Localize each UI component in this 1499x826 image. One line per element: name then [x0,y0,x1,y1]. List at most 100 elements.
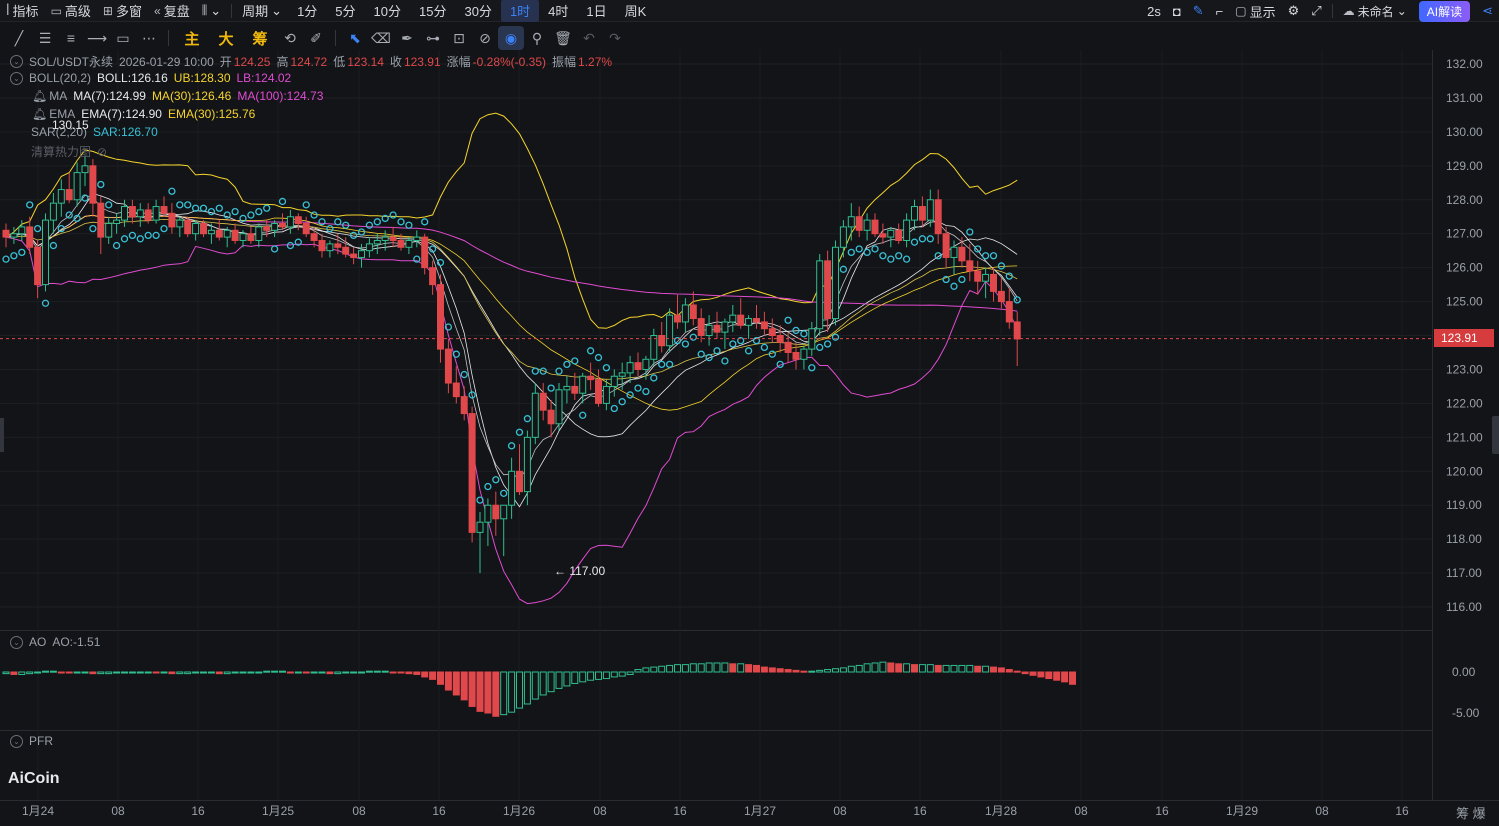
refresh-interval[interactable]: 2s [1147,3,1161,19]
ao-bar [903,663,911,673]
sar-dot [286,241,295,250]
ao-bar [310,671,318,674]
chip-button[interactable]: 筹 [252,30,268,48]
line-tool-icon[interactable]: ╱ [14,29,24,46]
chart-type-button[interactable]: ⫼ ⌄ [196,0,227,22]
advanced-button[interactable]: ▭ 高级 [45,0,97,22]
period-1w[interactable]: 周K [624,4,647,19]
sar-dot [33,224,42,233]
measure-icon[interactable]: ⊶ [426,29,440,46]
ao-bar [113,671,121,674]
collapse-icon[interactable]: ⌄ [10,734,23,748]
candle-body [381,236,389,241]
ao-bar [444,671,452,691]
ao-bar [950,664,958,673]
candle-body [879,233,887,238]
brush-icon[interactable]: ✐ [310,29,322,46]
candle-body [523,436,531,493]
replay-button[interactable]: «复盘 [148,0,196,22]
time-tick-label: 16 [1395,804,1409,818]
bottom-right-labels[interactable]: 筹 爆 [1456,806,1486,821]
list-icon[interactable]: ≡ [66,30,76,46]
ao-bar [547,671,555,693]
sar-dot [602,364,611,372]
sar-dot [168,187,176,195]
period-5m[interactable]: 5分 [335,4,356,19]
left-panel-handle[interactable] [0,418,4,452]
lock-icon[interactable]: ⊡ [453,29,465,46]
main-chart-button[interactable]: 主 [184,30,200,48]
price-tick-label: 120.00 [1446,464,1483,478]
share-icon[interactable]: ⋖ [1482,3,1493,18]
settings-icon[interactable]: ⚙ [1287,3,1300,18]
candle-body [89,165,97,204]
big-order-button[interactable]: 大 [218,30,234,48]
bell-icon[interactable]: 🔔︎ [32,89,48,103]
sar-dot [215,204,223,212]
bell-icon[interactable]: 🔔︎ [32,107,48,121]
annotation-icon[interactable]: ⌐ [1215,3,1224,19]
right-panel-handle[interactable] [1492,416,1499,454]
magnet-icon[interactable]: ◉ [498,26,524,50]
trash-icon[interactable]: 🗑 [554,29,572,46]
filter-icon[interactable]: ⚲ [531,29,543,46]
period-1h[interactable]: 1时 [500,0,540,22]
ao-bar [1037,671,1045,678]
sar-dot [895,252,903,260]
camera-icon[interactable]: ◘ [1172,3,1181,19]
ray-icon[interactable]: ⟶ [86,29,108,46]
indicators-button[interactable]: ꟾ 指标 [0,0,45,22]
period-1m[interactable]: 1分 [297,4,318,19]
ao-bar [500,671,508,716]
layout-dropdown[interactable]: ☁ 未命名 ⌄ [1337,0,1413,22]
ao-bar [1013,670,1021,673]
rectangle-icon[interactable]: ▭ [116,29,130,46]
advanced-label: 高级 [64,4,91,19]
display-button[interactable]: ▢ 显示 [1229,0,1281,22]
period-30m[interactable]: 30分 [464,4,492,19]
cursor-icon[interactable]: ⬉ [349,29,361,46]
candle-body [468,413,476,533]
ao-bar [800,670,808,673]
time-tick-label: 08 [833,804,847,818]
horizontal-lines-icon[interactable]: ☰ [38,29,52,46]
ao-bar [271,670,279,673]
pencil-icon[interactable]: ✎ [1192,3,1204,18]
hide-icon[interactable]: ⊘ [479,29,491,46]
period-dropdown[interactable]: 周期 ⌄ [236,0,288,22]
period-10m[interactable]: 10分 [373,4,401,19]
sar-dot [342,221,350,229]
period-4h[interactable]: 4时 [548,4,569,19]
sar-dot [863,248,871,257]
sar-dot [958,275,966,284]
more-icon[interactable]: ⋯ [142,29,156,46]
eraser-icon[interactable]: ⌫ [371,29,391,46]
ai-interpret-button[interactable]: AI解读 [1418,0,1471,22]
candle-body [824,260,832,320]
pen-icon[interactable]: ✒ [401,29,413,46]
candle-body [65,189,73,201]
multiwindow-button[interactable]: ⊞ 多窗 [97,0,148,22]
sar-dot [839,265,848,273]
ao-bar [160,671,168,674]
period-1d[interactable]: 1日 [586,4,607,19]
candle-body [484,504,492,523]
collapse-icon[interactable]: ⌄ [10,71,23,85]
period-15m[interactable]: 15分 [419,4,447,19]
high-marker: 130.15 [52,118,89,132]
candle-body [121,206,128,221]
ao-bar [768,667,776,673]
candle-body [73,172,81,201]
sar-dot [918,235,927,243]
fullscreen-icon[interactable]: ⤢ [1311,3,1322,18]
collapse-icon[interactable]: ⌄ [10,635,23,649]
candle-body [18,226,26,235]
ao-bar [879,661,887,673]
eye-off-icon[interactable]: ⊘ [97,144,108,159]
collapse-icon[interactable]: ⌄ [10,55,23,68]
magic-icon[interactable]: ⟲ [284,29,296,46]
undo-icon[interactable]: ↶ [583,29,595,46]
redo-icon[interactable]: ↷ [609,29,621,46]
ao-bar [207,671,215,674]
